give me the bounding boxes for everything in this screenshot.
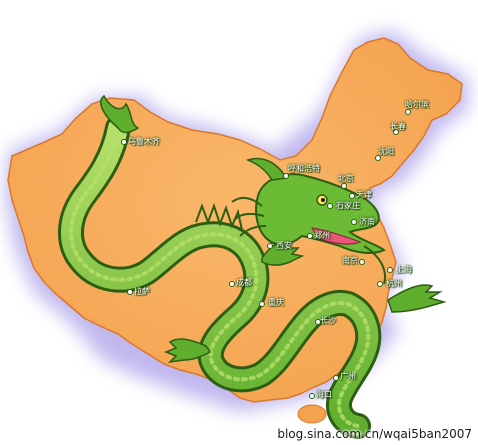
hainan-island — [297, 404, 327, 424]
city-dot — [229, 281, 235, 287]
city-dot — [259, 301, 265, 307]
city-dot — [121, 139, 127, 145]
city-dot — [309, 393, 315, 399]
city-label: 成都 — [236, 278, 252, 287]
city-dot — [387, 267, 393, 273]
city-dot — [349, 193, 355, 199]
city-label: 重庆 — [268, 298, 284, 307]
city-dot — [377, 281, 383, 287]
city-dot — [359, 259, 365, 265]
city-label: 长沙 — [320, 316, 336, 325]
city-dot — [127, 289, 133, 295]
city-label: 哈尔滨 — [405, 100, 429, 109]
city-dot — [307, 233, 313, 239]
city-label: 郑州 — [314, 231, 330, 240]
dragon-pupil — [321, 198, 325, 202]
dragon-claw-left — [163, 338, 212, 364]
city-dot — [333, 375, 339, 381]
city-dot — [351, 219, 357, 225]
city-dot — [283, 173, 289, 179]
city-label: 杭州 — [386, 279, 402, 288]
city-dot — [267, 243, 273, 249]
dragon-whisker — [363, 245, 386, 285]
city-label: 北京 — [338, 174, 354, 183]
city-label: 石家庄 — [336, 201, 360, 210]
city-label: 广州 — [340, 372, 356, 381]
city-label: 沈阳 — [378, 147, 394, 156]
city-label: 上海 — [396, 265, 412, 274]
city-label: 长春 — [390, 122, 406, 131]
city-label: 呼和浩特 — [288, 164, 320, 173]
dragon-mouth — [311, 227, 362, 245]
city-label: 海口 — [316, 390, 332, 399]
city-label: 西安 — [276, 241, 292, 250]
city-dot — [393, 129, 399, 135]
city-dot — [341, 183, 347, 189]
city-label: 拉萨 — [134, 287, 150, 296]
city-dot — [405, 109, 411, 115]
city-label: 乌鲁木齐 — [128, 137, 160, 146]
city-label: 天津 — [356, 190, 372, 199]
dragon-claw-right — [387, 284, 447, 313]
city-label: 南京 — [342, 256, 358, 265]
dragon-tail-tip — [100, 94, 140, 134]
dragon-fin — [195, 203, 243, 231]
city-dot — [327, 203, 333, 209]
city-label: 济南 — [359, 217, 375, 226]
dragon-mane — [231, 196, 267, 237]
watermark: blog.sina.com.cn/wqai5ban2007 — [277, 427, 472, 441]
city-dot — [375, 155, 381, 161]
dragon-scales — [68, 126, 371, 428]
city-dot — [315, 319, 321, 325]
dragon-horn — [245, 157, 288, 181]
